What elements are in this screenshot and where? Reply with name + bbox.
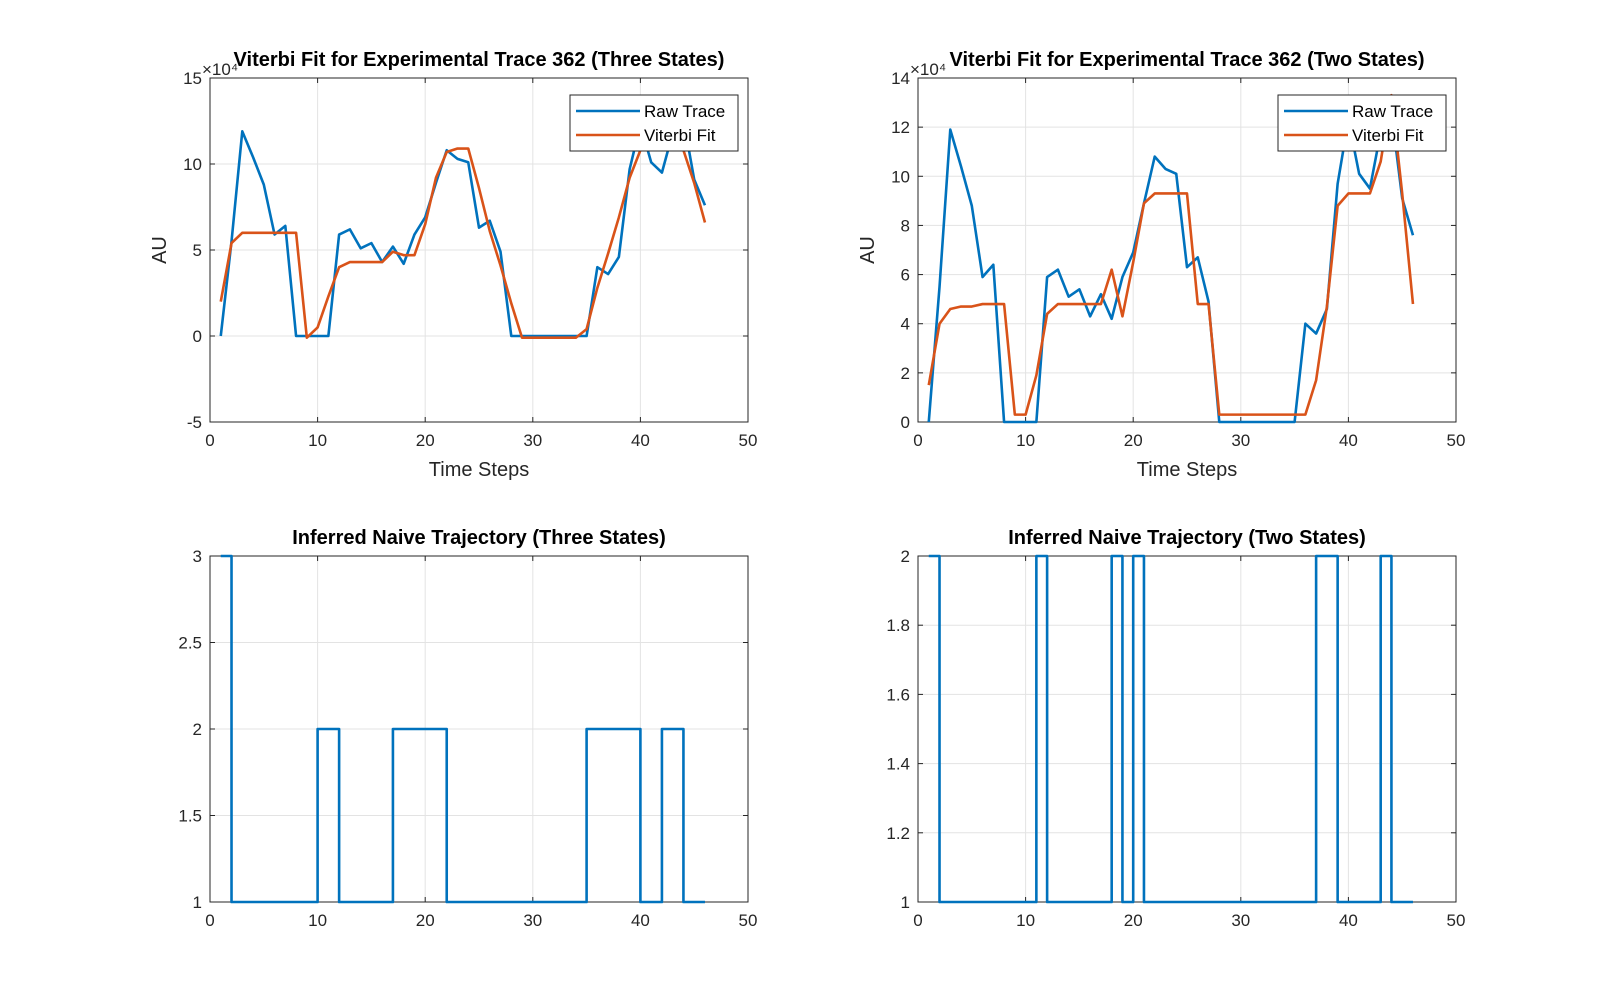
three-states-trajectory-xtick-label-2: 20 (416, 911, 435, 930)
two-states-fit-xtick-label-0: 0 (913, 431, 922, 450)
three-states-fit-xtick-label-4: 40 (631, 431, 650, 450)
three-states-trajectory-ytick-label-2: 2 (193, 720, 202, 739)
three-states-fit-viterbi-fit-line (219, 147, 707, 340)
two-states-fit-legend: Raw Trace Viterbi Fit (1277, 94, 1447, 152)
three-states-trajectory-ytick-label-0: 1 (193, 893, 202, 912)
two-states-trajectory-axes: 0 10 20 30 40 50 1 1.2 1.4 1.6 1.8 2 Inferred Naive … (886, 527, 1465, 930)
two-states-fit-ytick-label-3: 6 (901, 266, 910, 285)
two-states-trajectory-ytick-label-2: 1.4 (886, 755, 910, 774)
two-states-fit-xtick-label-3: 30 (1231, 431, 1250, 450)
two-states-trajectory-ytick-label-0: 1 (901, 893, 910, 912)
three-states-trajectory-ytick-label-1: 1.5 (178, 807, 202, 826)
two-states-trajectory-xtick-label-0: 0 (913, 911, 922, 930)
two-states-fit-viterbi-fit-line (927, 93, 1415, 416)
three-states-fit-ylabel: AU (149, 236, 171, 264)
three-states-fit-legend-label-raw-trace: Raw Trace (644, 102, 725, 121)
three-states-fit-xtick-label-0: 0 (205, 431, 214, 450)
two-states-trajectory-ytick-label-1: 1.2 (886, 824, 910, 843)
two-states-trajectory-xtick-label-3: 30 (1231, 911, 1250, 930)
three-states-fit-ytick-label-1: 0 (193, 327, 202, 346)
three-states-fit-xtick-label-3: 30 (523, 431, 542, 450)
two-states-fit-ytick-label-4: 8 (901, 216, 910, 235)
two-states-fit-xtick-label-5: 50 (1447, 431, 1466, 450)
three-states-fit-xlabel: Time Steps (429, 459, 529, 481)
two-states-fit-ytick-label-6: 12 (891, 118, 910, 137)
three-states-fit-exponent-label: ×10⁴ (202, 60, 238, 79)
three-states-trajectory-ytick-label-3: 2.5 (178, 634, 202, 653)
three-states-trajectory-xtick-label-0: 0 (205, 911, 214, 930)
three-states-fit-legend: Raw Trace Viterbi Fit (569, 94, 739, 152)
three-states-fit-title: Viterbi Fit for Experimental Trace 362 (… (234, 49, 725, 71)
three-states-trajectory-ytick-label-4: 3 (193, 547, 202, 566)
two-states-trajectory-title: Inferred Naive Trajectory (Two States) (1008, 527, 1366, 549)
three-states-fit-xtick-label-1: 10 (308, 431, 327, 450)
two-states-fit-xtick-label-2: 20 (1124, 431, 1143, 450)
two-states-trajectory-xtick-label-5: 50 (1447, 911, 1466, 930)
two-states-fit-ytick-label-2: 4 (901, 315, 910, 334)
three-states-fit-xtick-label-5: 50 (739, 431, 758, 450)
three-states-trajectory-xtick-label-4: 40 (631, 911, 650, 930)
three-states-fit-ytick-label-3: 10 (183, 155, 202, 174)
two-states-trajectory-xtick-label-2: 20 (1124, 911, 1143, 930)
two-states-fit-ytick-label-5: 10 (891, 167, 910, 186)
two-states-trajectory-ytick-label-3: 1.6 (886, 685, 910, 704)
two-states-trajectory-xtick-label-4: 40 (1339, 911, 1358, 930)
two-states-fit-legend-label-raw-trace: Raw Trace (1352, 102, 1433, 121)
three-states-fit-legend-label-viterbi-fit: Viterbi Fit (644, 126, 716, 145)
two-states-fit-ylabel: AU (857, 236, 879, 264)
two-states-fit-ytick-label-0: 0 (901, 413, 910, 432)
three-states-fit-xtick-label-2: 20 (416, 431, 435, 450)
two-states-fit-ytick-label-7: 14 (891, 69, 910, 88)
two-states-trajectory-ytick-label-5: 2 (901, 547, 910, 566)
three-states-trajectory-axes: 0 10 20 30 40 50 1 1.5 2 2.5 3 Inferred Naive Traje… (178, 527, 757, 930)
two-states-fit-exponent-label: ×10⁴ (910, 60, 946, 79)
two-states-fit-xlabel: Time Steps (1137, 459, 1237, 481)
two-states-fit-axes-box (917, 77, 1457, 423)
two-states-fit-axes: 0 10 20 30 40 50 0 2 4 6 8 10 12 14 ×10⁴ Viterbi Fit fo… (857, 49, 1465, 481)
two-states-fit-legend-box (1277, 94, 1447, 152)
three-states-fit-ytick-label-2: 5 (193, 241, 202, 260)
three-states-trajectory-title: Inferred Naive Trajectory (Three States) (292, 527, 665, 549)
three-states-fit-ytick-label-4: 15 (183, 69, 202, 88)
three-states-fit-raw-trace-line (219, 117, 707, 338)
two-states-fit-xtick-label-1: 10 (1016, 431, 1035, 450)
three-states-fit-legend-box (569, 94, 739, 152)
two-states-trajectory-series-line (928, 554, 1413, 904)
two-states-fit-legend-label-viterbi-fit: Viterbi Fit (1352, 126, 1424, 145)
three-states-trajectory-xtick-label-3: 30 (523, 911, 542, 930)
three-states-trajectory-series-line (220, 554, 705, 904)
two-states-fit-title: Viterbi Fit for Experimental Trace 362 (… (950, 49, 1425, 71)
three-states-trajectory-xtick-label-5: 50 (739, 911, 758, 930)
two-states-fit-xtick-label-4: 40 (1339, 431, 1358, 450)
two-states-fit-ytick-label-1: 2 (901, 364, 910, 383)
three-states-fit-ytick-label-0: -5 (187, 413, 202, 432)
two-states-trajectory-ytick-label-4: 1.8 (886, 616, 910, 635)
three-states-trajectory-xtick-label-1: 10 (308, 911, 327, 930)
two-states-trajectory-xtick-label-1: 10 (1016, 911, 1035, 930)
